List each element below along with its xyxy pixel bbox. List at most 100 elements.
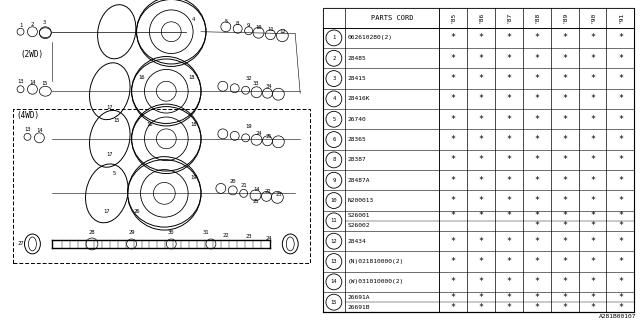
Text: 1: 1 [19, 23, 22, 28]
Text: 17: 17 [104, 209, 110, 214]
Text: '88: '88 [534, 12, 539, 23]
Text: 16: 16 [146, 123, 153, 127]
Text: *: * [506, 237, 511, 246]
Text: *: * [534, 221, 539, 230]
Text: *: * [590, 292, 595, 302]
Text: 062610280(2): 062610280(2) [348, 36, 393, 40]
Text: 17: 17 [106, 152, 113, 157]
Text: '91: '91 [618, 12, 623, 23]
Text: 3: 3 [332, 76, 335, 81]
Text: 13: 13 [17, 79, 24, 84]
Text: *: * [478, 94, 483, 103]
Text: PARTS CORD: PARTS CORD [371, 15, 413, 21]
Text: *: * [451, 277, 456, 286]
Text: *: * [534, 115, 539, 124]
Text: *: * [590, 115, 595, 124]
Text: *: * [451, 94, 456, 103]
Text: *: * [534, 74, 539, 83]
Text: *: * [562, 221, 567, 230]
Text: *: * [618, 176, 623, 185]
Text: 12: 12 [279, 29, 285, 34]
Text: *: * [451, 74, 456, 83]
Text: 4: 4 [191, 17, 195, 22]
Text: *: * [534, 54, 539, 63]
Text: (2WD): (2WD) [20, 50, 44, 59]
Text: 34: 34 [265, 84, 272, 89]
Text: 28387: 28387 [348, 157, 367, 162]
Text: *: * [478, 33, 483, 43]
Text: 31: 31 [203, 229, 209, 235]
Text: *: * [562, 156, 567, 164]
Text: *: * [618, 277, 623, 286]
Text: *: * [506, 277, 511, 286]
Text: 28485: 28485 [348, 56, 367, 61]
Text: *: * [534, 211, 539, 220]
Text: 11: 11 [331, 218, 337, 223]
Text: 25: 25 [265, 134, 272, 139]
Text: *: * [451, 257, 456, 266]
Text: *: * [562, 196, 567, 205]
Text: A281B00107: A281B00107 [599, 314, 636, 319]
Text: *: * [478, 74, 483, 83]
Text: *: * [506, 176, 511, 185]
Text: *: * [590, 196, 595, 205]
Text: 16: 16 [138, 75, 145, 80]
Text: *: * [478, 135, 483, 144]
Text: S26001: S26001 [348, 213, 371, 218]
Text: *: * [534, 196, 539, 205]
Text: *: * [506, 211, 511, 220]
Text: 28: 28 [89, 229, 95, 235]
Text: *: * [590, 303, 595, 312]
Text: '89: '89 [562, 12, 567, 23]
Text: 13: 13 [24, 127, 31, 132]
Text: 10: 10 [331, 198, 337, 203]
Text: *: * [562, 277, 567, 286]
Text: *: * [451, 33, 456, 43]
Text: *: * [562, 33, 567, 43]
Text: 20: 20 [230, 179, 236, 184]
Text: *: * [534, 237, 539, 246]
Text: 26691B: 26691B [348, 305, 371, 310]
Text: 8: 8 [236, 21, 239, 26]
Text: 14: 14 [253, 187, 260, 192]
Text: *: * [590, 156, 595, 164]
Text: *: * [506, 303, 511, 312]
Text: *: * [478, 257, 483, 266]
Text: '90: '90 [590, 12, 595, 23]
Text: *: * [506, 54, 511, 63]
Text: (W)031010000(2): (W)031010000(2) [348, 279, 404, 284]
Text: (4WD): (4WD) [17, 111, 40, 120]
Text: 9: 9 [247, 23, 250, 28]
Text: *: * [590, 33, 595, 43]
Text: *: * [618, 221, 623, 230]
Text: *: * [478, 115, 483, 124]
Text: '85: '85 [451, 12, 456, 23]
Text: 9: 9 [332, 178, 335, 183]
Text: *: * [590, 277, 595, 286]
Text: *: * [618, 135, 623, 144]
Text: 29: 29 [129, 229, 135, 235]
Text: *: * [534, 33, 539, 43]
Text: 19: 19 [190, 175, 196, 180]
Text: 11: 11 [267, 27, 274, 32]
Text: 6: 6 [332, 137, 335, 142]
Text: '87: '87 [506, 12, 511, 23]
Text: *: * [618, 94, 623, 103]
Text: *: * [562, 176, 567, 185]
Bar [323, 8, 634, 28]
Text: *: * [534, 94, 539, 103]
Text: *: * [590, 176, 595, 185]
Text: 5: 5 [332, 117, 335, 122]
Text: *: * [618, 74, 623, 83]
Text: *: * [590, 94, 595, 103]
Text: 25: 25 [252, 199, 259, 204]
Text: 14: 14 [331, 279, 337, 284]
Text: *: * [562, 211, 567, 220]
Bar [323, 8, 634, 312]
Text: *: * [451, 237, 456, 246]
Text: *: * [478, 292, 483, 302]
Text: *: * [451, 54, 456, 63]
Text: *: * [562, 303, 567, 312]
Text: 4: 4 [332, 96, 335, 101]
Text: *: * [451, 115, 456, 124]
